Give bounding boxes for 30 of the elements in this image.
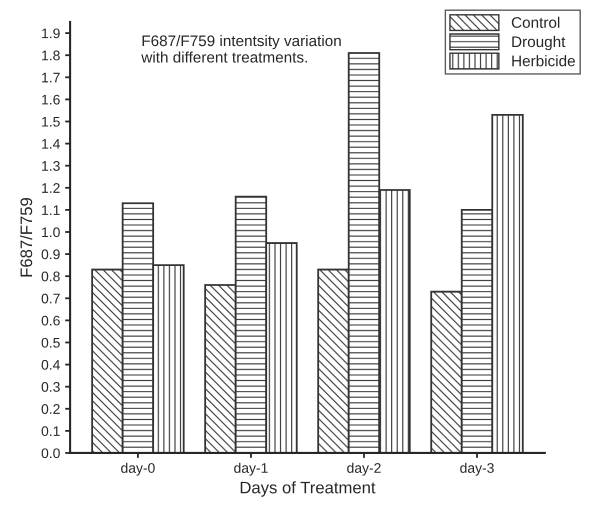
y-tick-label: 0.5 [42,338,60,348]
y-tick-label: 0.7 [42,294,60,304]
y-tick-label: 1.9 [42,28,60,38]
y-tick-label: 1.1 [42,205,60,215]
x-tick-label: day-2 [347,462,381,476]
legend-label: Drought [512,36,566,50]
y-tick-label: 1.7 [42,72,60,82]
legend-label: Control [512,16,560,28]
x-axis-title: Days of Treatment [240,481,376,497]
legend-label: Herbicide [512,55,575,66]
y-tick-label: 1.4 [42,139,60,149]
y-tick-label: 0.2 [42,404,60,414]
y-tick-label: 1.8 [42,50,60,60]
y-tick-label: 0.1 [42,426,60,436]
y-tick-label: 0.4 [42,360,60,370]
x-tick-label: day-1 [234,462,268,476]
y-tick-label: 0.6 [42,316,60,326]
y-tick-label: 1.2 [42,183,60,193]
y-tick-label: 0.9 [42,249,60,260]
y-tick-label: 0.3 [42,382,60,392]
y-tick-label: 1.6 [42,94,60,105]
y-tick-label: 0.0 [42,448,60,458]
x-tick-label: day-3 [460,462,494,476]
y-tick-label: 1.0 [42,227,60,238]
y-tick-label: 0.8 [42,272,60,282]
y-tick-label: 1.3 [42,161,60,171]
y-tick-label: 1.5 [42,116,60,127]
text: F687/F759 intentsity variation with different treatments. [141,34,341,63]
y-axis-title: F687/F759 [20,198,32,276]
x-tick-label: day-0 [121,462,155,476]
